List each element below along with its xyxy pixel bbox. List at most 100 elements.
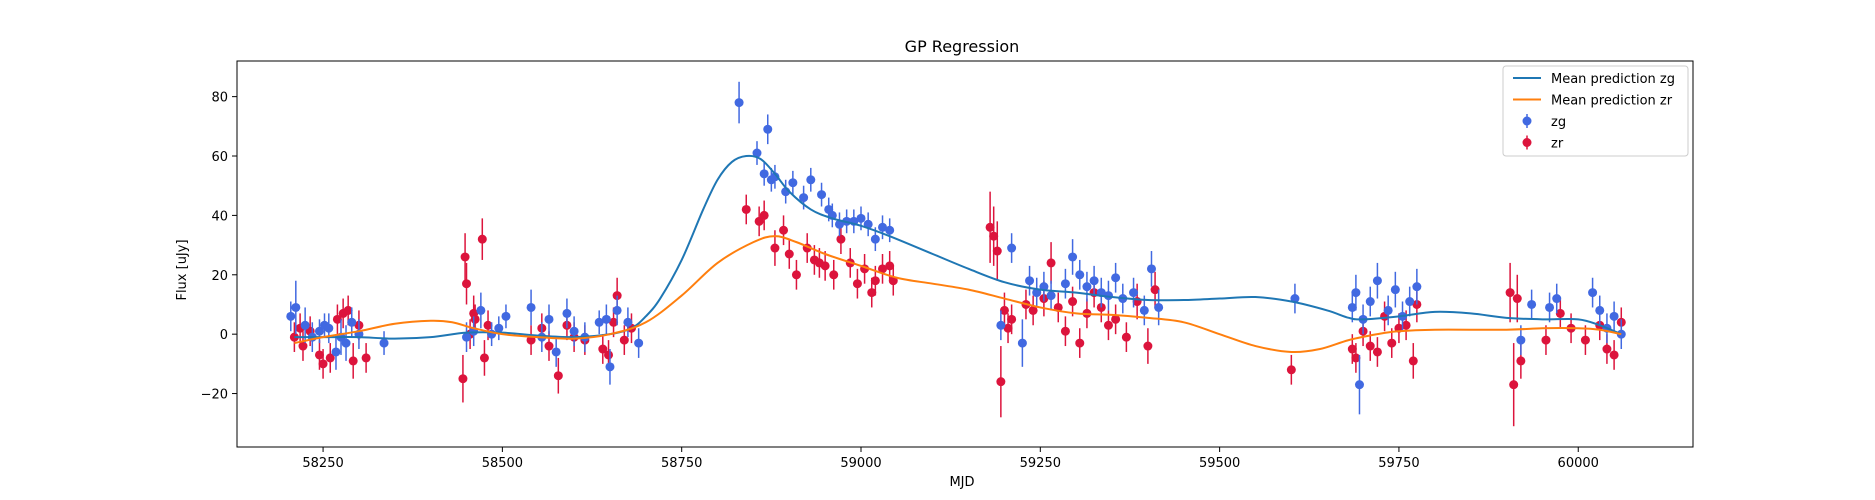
legend-label: zr bbox=[1551, 137, 1564, 152]
mean-prediction-line bbox=[294, 235, 1622, 354]
x-tick-label: 58750 bbox=[661, 456, 702, 471]
zr-point bbox=[1121, 332, 1131, 342]
zr-point bbox=[867, 288, 877, 298]
zr-point bbox=[348, 356, 358, 366]
y-tick-label: 40 bbox=[211, 209, 228, 224]
zr-series bbox=[289, 191, 1626, 427]
zg-point bbox=[1060, 279, 1070, 289]
zg-point bbox=[885, 225, 895, 235]
zr-point bbox=[604, 350, 614, 360]
zr-point bbox=[526, 335, 536, 345]
zg-point bbox=[1527, 299, 1537, 309]
zr-point bbox=[1286, 365, 1296, 375]
zr-point bbox=[888, 276, 898, 286]
zg-point bbox=[1372, 276, 1382, 286]
chart-title: GP Regression bbox=[905, 37, 1020, 56]
zg-point bbox=[551, 347, 561, 357]
zg-point bbox=[856, 213, 866, 223]
x-tick-label: 60000 bbox=[1558, 456, 1599, 471]
zg-point bbox=[623, 317, 633, 327]
zr-point bbox=[483, 320, 493, 330]
zr-point bbox=[985, 222, 995, 232]
zg-point bbox=[1017, 338, 1027, 348]
zg-point bbox=[347, 317, 357, 327]
zr-point bbox=[544, 341, 554, 351]
zg-point bbox=[594, 317, 604, 327]
zg-point bbox=[834, 219, 844, 229]
zg-point bbox=[634, 338, 644, 348]
zr-point bbox=[343, 305, 353, 315]
zg-point bbox=[1089, 276, 1099, 286]
zr-point bbox=[1408, 356, 1418, 366]
zr-point bbox=[996, 377, 1006, 387]
zr-point bbox=[1387, 338, 1397, 348]
zg-point bbox=[544, 314, 554, 324]
x-tick-label: 59500 bbox=[1199, 456, 1240, 471]
zr-point bbox=[836, 234, 846, 244]
zr-point bbox=[741, 204, 751, 214]
zr-point bbox=[1609, 350, 1619, 360]
y-tick-label: 20 bbox=[211, 269, 228, 284]
zg-series bbox=[286, 81, 1626, 415]
zr-point bbox=[820, 261, 830, 271]
zr-point bbox=[1046, 258, 1056, 268]
zg-point bbox=[1552, 294, 1562, 304]
zg-point bbox=[770, 172, 780, 182]
zr-point bbox=[878, 264, 888, 274]
x-tick-label: 59750 bbox=[1378, 456, 1419, 471]
zg-point bbox=[1347, 302, 1357, 312]
zr-point bbox=[1060, 326, 1070, 336]
zr-point bbox=[1150, 285, 1160, 295]
zg-point bbox=[1146, 264, 1156, 274]
zg-point bbox=[1588, 288, 1598, 298]
zg-point bbox=[379, 338, 389, 348]
zg-point bbox=[1383, 305, 1393, 315]
y-axis: −20 0 20 40 60 80 bbox=[201, 91, 237, 403]
zr-point bbox=[609, 317, 619, 327]
plot-frame bbox=[236, 60, 1694, 448]
zr-point bbox=[1028, 305, 1038, 315]
zr-point bbox=[1505, 288, 1515, 298]
legend-point-swatch bbox=[1522, 116, 1532, 126]
zg-point bbox=[1545, 302, 1555, 312]
zg-point bbox=[501, 311, 511, 321]
zr-point bbox=[791, 270, 801, 280]
zg-point bbox=[1139, 305, 1149, 315]
zr-point bbox=[1372, 347, 1382, 357]
zr-point bbox=[989, 231, 999, 241]
zg-point bbox=[1025, 276, 1035, 286]
zr-point bbox=[1555, 308, 1565, 318]
zg-point bbox=[752, 148, 762, 158]
zr-point bbox=[553, 371, 563, 381]
zr-point bbox=[1075, 338, 1085, 348]
x-tick-label: 59250 bbox=[1020, 456, 1061, 471]
zg-point bbox=[734, 98, 744, 108]
zr-point bbox=[1347, 344, 1357, 354]
zr-point bbox=[314, 350, 324, 360]
zg-point bbox=[324, 323, 334, 333]
zr-point bbox=[460, 252, 470, 262]
mean-prediction-lines bbox=[294, 154, 1622, 354]
zg-point bbox=[286, 311, 296, 321]
zr-point bbox=[1007, 314, 1017, 324]
zr-point bbox=[754, 216, 764, 226]
legend: Mean prediction zg Mean prediction zr zg zr bbox=[1502, 65, 1689, 157]
zg-point bbox=[291, 302, 301, 312]
zr-point bbox=[784, 249, 794, 259]
y-tick-label: −20 bbox=[201, 388, 228, 403]
zg-point bbox=[562, 308, 572, 318]
zr-point bbox=[325, 353, 335, 363]
zg-point bbox=[1609, 311, 1619, 321]
zg-point bbox=[1129, 288, 1139, 298]
legend-point-swatch bbox=[1522, 138, 1532, 147]
zg-point bbox=[605, 362, 615, 372]
zr-point bbox=[479, 353, 489, 363]
zr-point bbox=[1143, 341, 1153, 351]
zg-point bbox=[1365, 297, 1375, 307]
zr-point bbox=[1003, 323, 1013, 333]
zr-point bbox=[598, 344, 608, 354]
zg-point bbox=[1068, 252, 1078, 262]
y-tick-label: 60 bbox=[211, 150, 228, 165]
zg-point bbox=[996, 320, 1006, 330]
